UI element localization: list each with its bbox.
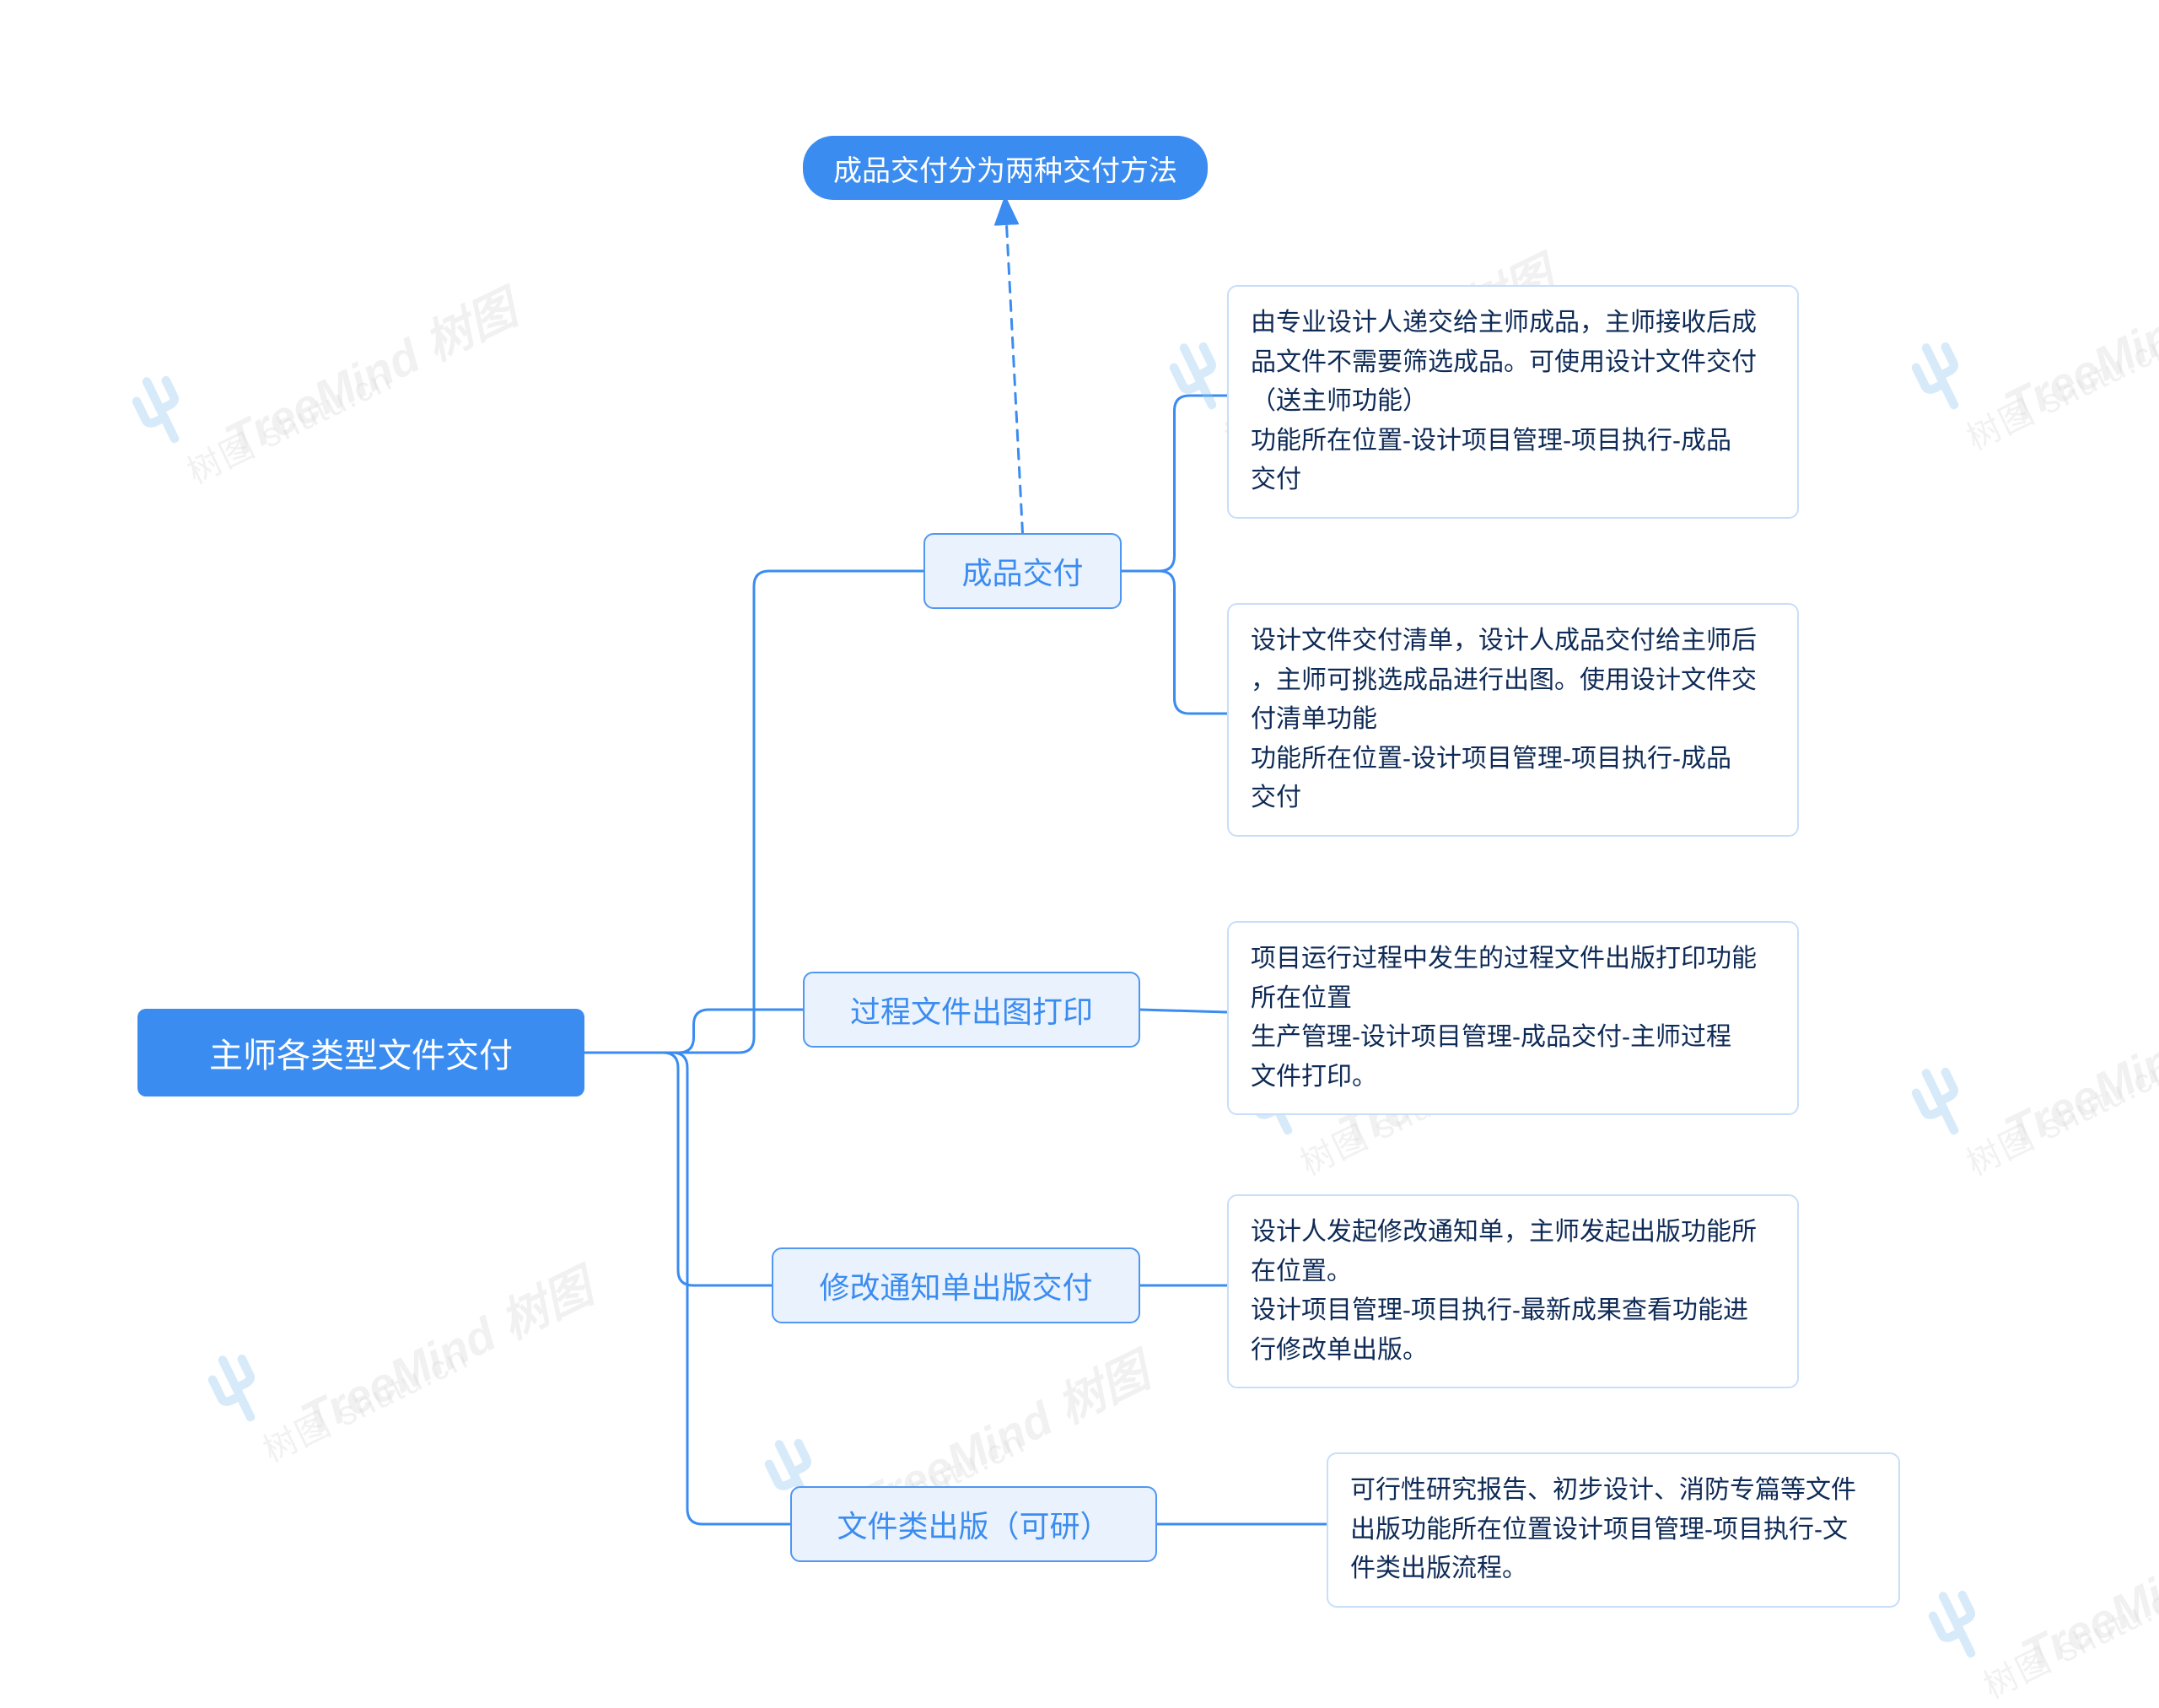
leaf-product-delivery-direct: 由专业设计人递交给主师成品，主师接收后成 品文件不需要筛选成品。可使用设计文件交…	[1227, 285, 1799, 519]
watermark-main: TreeMind 树图	[1991, 238, 2159, 438]
root-node: 主师各类型文件交付	[137, 1009, 584, 1096]
leaf-revision-detail: 设计人发起修改通知单，主师发起出版功能所 在位置。 设计项目管理-项目执行-最新…	[1227, 1194, 1799, 1388]
leaf-text: 项目运行过程中发生的过程文件出版打印功能 所在位置 生产管理-设计项目管理-成品…	[1251, 940, 1757, 1096]
branch-product-delivery: 成品交付	[923, 533, 1122, 609]
branch-label: 过程文件出图打印	[850, 988, 1093, 1032]
root-label: 主师各类型文件交付	[209, 1028, 513, 1077]
watermark-sub: 树图 shutu.cn	[1957, 1043, 2159, 1185]
cactus-icon	[1896, 327, 1975, 407]
branch-process-print: 过程文件出图打印	[803, 972, 1140, 1048]
leaf-product-delivery-list: 设计文件交付清单，设计人成品交付给主师后 ，主师可挑选成品进行出图。使用设计文件…	[1227, 603, 1799, 837]
leaf-file-publish-detail: 可行性研究报告、初步设计、消防专篇等文件 出版功能所在位置设计项目管理-项目执行…	[1327, 1452, 1900, 1608]
leaf-text: 设计人发起修改通知单，主师发起出版功能所 在位置。 设计项目管理-项目执行-最新…	[1251, 1213, 1757, 1370]
watermark-main: TreeMind 树图	[1991, 963, 2159, 1163]
cactus-icon	[1913, 1576, 1992, 1655]
cactus-icon	[1896, 1053, 1975, 1132]
watermark-main: TreeMind 树图	[288, 1250, 602, 1450]
top-annotation-node: 成品交付分为两种交付方法	[803, 136, 1208, 200]
leaf-text: 由专业设计人递交给主师成品，主师接收后成 品文件不需要筛选成品。可使用设计文件交…	[1251, 304, 1757, 500]
watermark-main: TreeMind 树图	[212, 272, 526, 471]
cactus-icon	[192, 1339, 272, 1419]
branch-label: 成品交付	[961, 549, 1083, 593]
cactus-icon	[116, 361, 196, 440]
branch-file-publish: 文件类出版（可研）	[790, 1486, 1157, 1562]
watermark-sub: 树图 shutu.cn	[254, 1330, 476, 1472]
watermark-sub: 树图 shutu.cn	[1974, 1566, 2159, 1708]
branch-label: 文件类出版（可研）	[837, 1502, 1110, 1546]
leaf-process-print-detail: 项目运行过程中发生的过程文件出版打印功能 所在位置 生产管理-设计项目管理-成品…	[1227, 921, 1799, 1115]
leaf-text: 可行性研究报告、初步设计、消防专篇等文件 出版功能所在位置设计项目管理-项目执行…	[1350, 1471, 1856, 1589]
watermark-main: TreeMind 树图	[2008, 1486, 2159, 1686]
watermark-sub: 树图 shutu.cn	[178, 352, 400, 493]
leaf-text: 设计文件交付清单，设计人成品交付给主师后 ，主师可挑选成品进行出图。使用设计文件…	[1251, 622, 1757, 818]
top-label: 成品交付分为两种交付方法	[833, 148, 1177, 189]
edge-layer	[0, 0, 2159, 1632]
branch-revision-publish: 修改通知单出版交付	[772, 1247, 1140, 1323]
watermark-sub: 树图 shutu.cn	[1957, 318, 2159, 460]
branch-label: 修改通知单出版交付	[819, 1263, 1092, 1307]
cactus-icon	[1154, 327, 1233, 407]
